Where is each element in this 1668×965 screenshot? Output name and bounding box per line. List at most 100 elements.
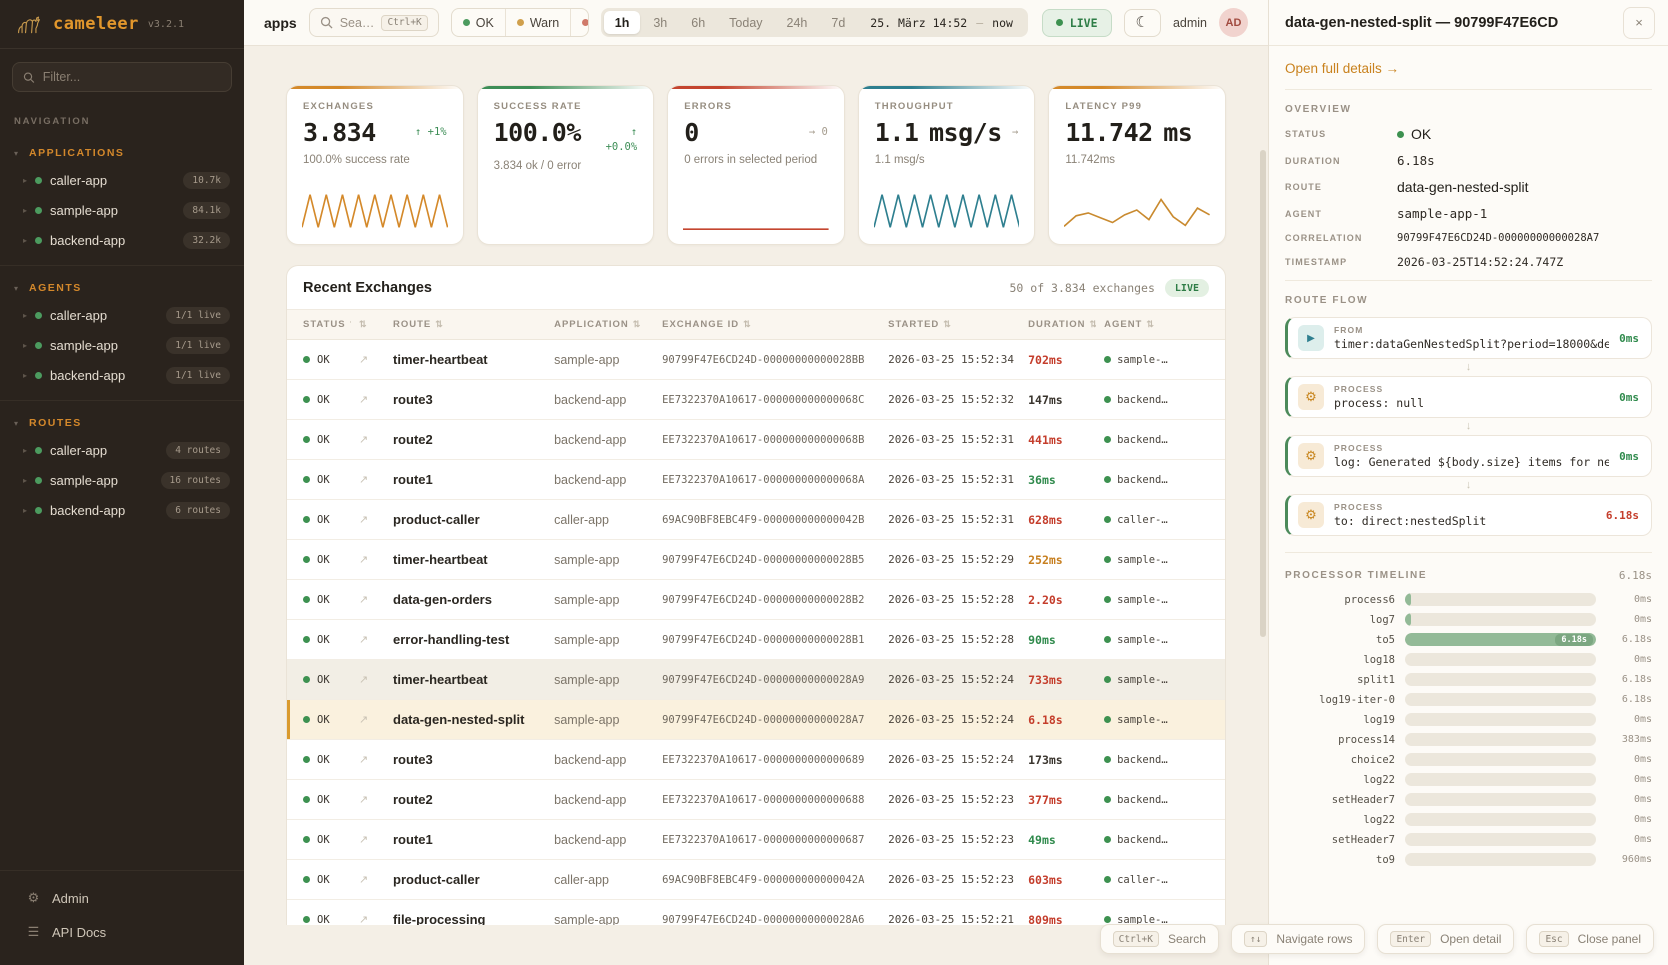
- table-row[interactable]: OK ↗ route2 backend-app EE7322370A10617-0000…: [287, 420, 1225, 460]
- time-range-today[interactable]: Today: [729, 15, 763, 30]
- table-row[interactable]: OK ↗ file-processing sample-app 90799F47E6CD…: [287, 900, 1225, 925]
- cell-application: sample-app: [554, 592, 620, 607]
- overview-label: STATUS: [1285, 129, 1327, 139]
- table-row[interactable]: OK ↗ route1 backend-app EE7322370A10617-0000…: [287, 460, 1225, 500]
- dark-mode-toggle[interactable]: ☾: [1123, 8, 1161, 37]
- route-flow-step-4[interactable]: ⚙ PROCESS to: direct:nestedSplit 6.18s: [1285, 494, 1652, 536]
- status-label: OK: [317, 793, 330, 806]
- agent-label: backend-app-1: [1117, 793, 1169, 806]
- time-range-1h[interactable]: 1h: [603, 11, 641, 34]
- table-row[interactable]: OK ↗ timer-heartbeat sample-app 90799F47E6CD…: [287, 340, 1225, 380]
- table-row[interactable]: OK ↗ product-caller caller-app 69AC90BF8EBC4…: [287, 500, 1225, 540]
- column-header-duration[interactable]: DURATION ⇅: [1020, 310, 1096, 339]
- status-filter-e[interactable]: E: [570, 9, 588, 36]
- flow-step-duration: 0ms: [1619, 390, 1639, 404]
- route-flow-step-1[interactable]: ▶ FROM timer:dataGenNestedSplit?period=180…: [1285, 317, 1652, 359]
- live-label: LIVE: [1069, 15, 1098, 30]
- agent-dot-icon: [1104, 476, 1112, 483]
- table-row[interactable]: OK ↗ timer-heartbeat sample-app 90799F47E6CD…: [287, 540, 1225, 580]
- sidebar-item-backend-app[interactable]: ▸ backend-app 1/1 live: [0, 360, 244, 390]
- timeline-bar-label: 6.18s: [1555, 633, 1593, 646]
- sidebar-filter-input[interactable]: [42, 70, 221, 84]
- table-row[interactable]: OK ↗ data-gen-nested-split sample-app 90799F…: [287, 700, 1225, 740]
- cell-started: 2026-03-25 15:52:34: [888, 353, 1014, 366]
- timeline-bar-track: [1405, 673, 1596, 686]
- table-row[interactable]: OK ↗ route3 backend-app EE7322370A10617-0000…: [287, 740, 1225, 780]
- close-panel-button[interactable]: ×: [1623, 6, 1655, 39]
- status-dot-icon: [303, 836, 310, 843]
- route-flow-step-2[interactable]: ⚙ PROCESS process: null 0ms: [1285, 376, 1652, 418]
- column-header-icon[interactable]: ⇅: [351, 310, 385, 339]
- table-row[interactable]: OK ↗ route2 backend-app EE7322370A10617-0000…: [287, 780, 1225, 820]
- time-range-3h[interactable]: 3h: [653, 15, 668, 30]
- open-full-details-link[interactable]: Open full details →: [1285, 61, 1400, 76]
- column-header-application[interactable]: APPLICATION ⇅: [546, 310, 654, 339]
- table-row[interactable]: OK ↗ route3 backend-app EE7322370A10617-0000…: [287, 380, 1225, 420]
- date-range-display[interactable]: 25. März 14:52 — now: [858, 16, 1025, 30]
- sidebar-item-caller-app[interactable]: ▸ caller-app 1/1 live: [0, 300, 244, 330]
- agent-dot-icon: [1104, 636, 1112, 643]
- flow-step-main: FROM timer:dataGenNestedSplit?period=1800…: [1334, 325, 1609, 351]
- table-row[interactable]: OK ↗ route1 backend-app EE7322370A10617-0000…: [287, 820, 1225, 860]
- sidebar-item-caller-app[interactable]: ▸ caller-app 4 routes: [0, 435, 244, 465]
- cell-started: 2026-03-25 15:52:28: [888, 633, 1014, 646]
- sort-icon: ⇅: [435, 319, 444, 329]
- avatar[interactable]: AD: [1219, 8, 1248, 37]
- table-row[interactable]: OK ↗ product-caller caller-app 69AC90BF8EBC4…: [287, 860, 1225, 900]
- sidebar-filter[interactable]: [12, 62, 232, 92]
- sidebar-item-backend-app[interactable]: ▸ backend-app 32.2k: [0, 225, 244, 255]
- main-scrollbar[interactable]: [1260, 150, 1266, 637]
- live-toggle-button[interactable]: LIVE: [1041, 8, 1112, 37]
- sidebar-item-caller-app[interactable]: ▸ caller-app 10.7k: [0, 165, 244, 195]
- cell-exchange-id: EE7322370A10617-0000000000000688: [662, 793, 865, 806]
- cell-application: backend-app: [554, 392, 627, 407]
- status-filter-ok[interactable]: OK: [452, 9, 505, 36]
- open-exchange-icon: ↗: [359, 714, 369, 726]
- cell-started: 2026-03-25 15:52:29: [888, 553, 1014, 566]
- column-header-route[interactable]: ROUTE ⇅: [385, 310, 546, 339]
- table-row[interactable]: OK ↗ error-handling-test sample-app 90799F47…: [287, 620, 1225, 660]
- sidebar-item-sample-app[interactable]: ▸ sample-app 84.1k: [0, 195, 244, 225]
- sidebar-item-sample-app[interactable]: ▸ sample-app 1/1 live: [0, 330, 244, 360]
- open-exchange-icon: ↗: [359, 394, 369, 406]
- column-header-started[interactable]: STARTED ⇅: [880, 310, 1020, 339]
- sidebar-item-sample-app[interactable]: ▸ sample-app 16 routes: [0, 465, 244, 495]
- app-logo[interactable]: cameleer v3.2.1: [0, 0, 244, 49]
- route-flow-step-3[interactable]: ⚙ PROCESS log: Generated ${body.size} item…: [1285, 435, 1652, 477]
- status-filter-warn[interactable]: Warn: [504, 9, 570, 36]
- agent-label: sample-app-1: [1117, 593, 1169, 606]
- cell-agent: sample-app-1: [1096, 622, 1225, 658]
- recent-exchanges-card: Recent Exchanges 50 of 3.834 exchanges L…: [286, 265, 1226, 925]
- footer-item-label: Admin: [52, 890, 89, 906]
- timeline-value: 0ms: [1633, 654, 1652, 665]
- flow-step-duration: 6.18s: [1605, 508, 1639, 522]
- flow-step-kind: FROM: [1334, 325, 1364, 335]
- sidebar-item-backend-app[interactable]: ▸ backend-app 6 routes: [0, 495, 244, 525]
- sidebar-item-label: caller-app: [50, 307, 108, 323]
- sort-icon: ⇅: [1090, 319, 1097, 330]
- cell-agent: sample-app-1: [1096, 662, 1225, 698]
- overview-row-route: ROUTE data-gen-nested-split: [1285, 179, 1652, 195]
- search-icon: [23, 71, 35, 83]
- search-box[interactable]: Sea… Ctrl+K: [308, 8, 439, 37]
- sidebar-item-badge: 1/1 live: [166, 306, 230, 324]
- time-range-7d[interactable]: 7d: [831, 15, 846, 30]
- sidebar-section-header-agents[interactable]: ▾ AGENTS: [0, 274, 244, 300]
- sidebar-footer-admin[interactable]: ⚙ Admin: [0, 881, 244, 915]
- flow-step-duration: 0ms: [1619, 331, 1639, 345]
- time-range-24h[interactable]: 24h: [786, 15, 808, 30]
- timeline-bar-track: [1405, 833, 1596, 846]
- column-header-status[interactable]: STATUS ⇅: [287, 310, 351, 339]
- stat-card-errors: ERRORS 0 → 0 0 errors in selected period: [667, 85, 845, 245]
- timeline-value: 0ms: [1633, 794, 1652, 805]
- sidebar-footer-api-docs[interactable]: ☰ API Docs: [0, 915, 244, 949]
- table-row[interactable]: OK ↗ data-gen-orders sample-app 90799F47E6CD…: [287, 580, 1225, 620]
- flow-step-kind: PROCESS: [1334, 502, 1384, 512]
- sidebar-section-header-applications[interactable]: ▾ APPLICATIONS: [0, 139, 244, 165]
- table-row[interactable]: OK ↗ timer-heartbeat sample-app 90799F47E6CD…: [287, 660, 1225, 700]
- column-header-agent[interactable]: AGENT ⇅: [1096, 310, 1225, 339]
- column-header-exchange-id[interactable]: EXCHANGE ID ⇅: [654, 310, 880, 339]
- divider: [1285, 552, 1652, 553]
- time-range-6h[interactable]: 6h: [691, 15, 706, 30]
- sidebar-section-header-routes[interactable]: ▾ ROUTES: [0, 409, 244, 435]
